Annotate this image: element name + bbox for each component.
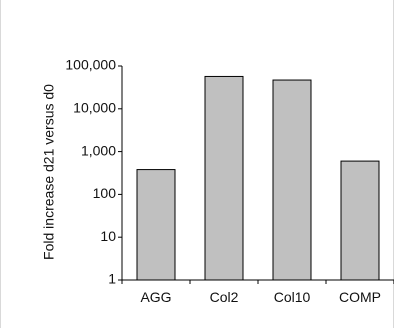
x-category-label: Col10 (274, 289, 311, 305)
bar-comp (340, 160, 380, 281)
y-tick-label: 100 (93, 185, 117, 201)
x-category-label: AGG (140, 289, 171, 305)
y-tick-label: 1 (108, 271, 116, 287)
x-category-label: COMP (339, 289, 381, 305)
bars (136, 75, 380, 281)
y-tick-label: 10 (100, 228, 116, 244)
bar-col2 (204, 75, 244, 281)
x-category-label: Col2 (210, 289, 239, 305)
y-tick-label: 1,000 (81, 142, 116, 158)
y-axis-title: Fold increase d21 versus d0 (41, 84, 57, 260)
bar-col10 (272, 79, 312, 281)
y-tick-label: 10,000 (73, 100, 116, 116)
y-tick-label: 100,000 (65, 57, 116, 73)
labels: 1 10 100 1,000 10,000 100,000 AGG Col2 Col10 COMP (65, 57, 381, 305)
bar-agg (136, 169, 176, 281)
